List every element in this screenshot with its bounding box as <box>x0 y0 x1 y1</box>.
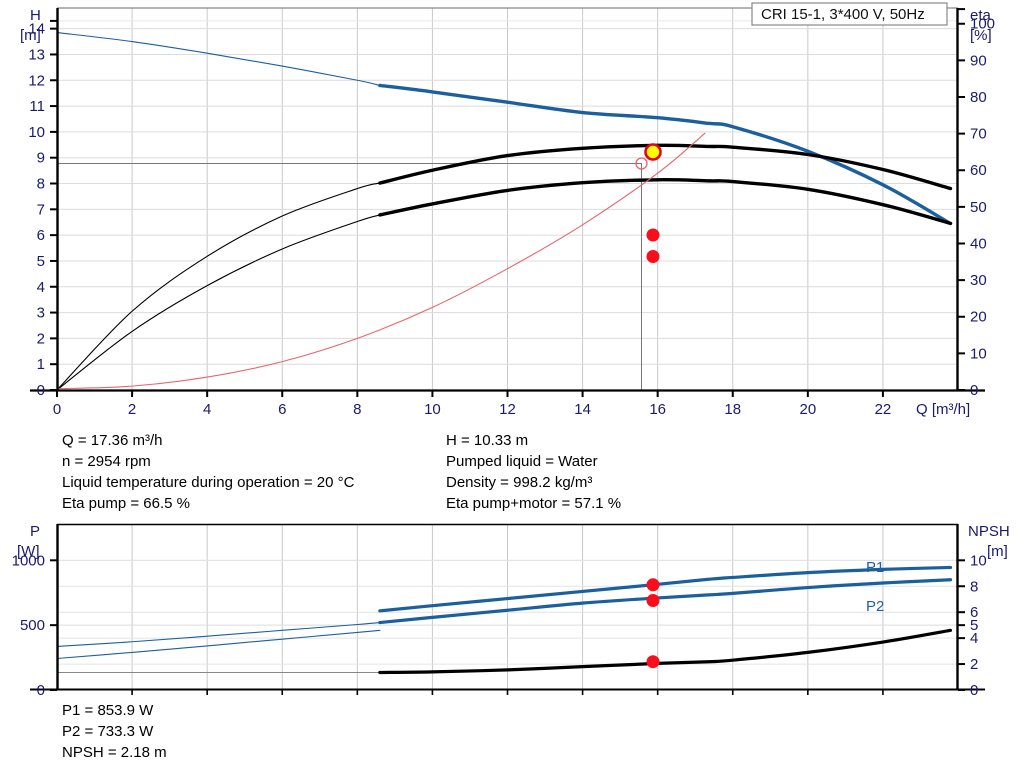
svg-text:18: 18 <box>724 401 741 418</box>
svg-text:70: 70 <box>970 126 987 143</box>
svg-text:500: 500 <box>20 617 45 634</box>
duty-line: Pumped liquid = Water <box>446 453 598 470</box>
svg-text:1: 1 <box>37 356 45 373</box>
bottom-y-right-title-line2: [m] <box>987 543 1008 560</box>
svg-text:8: 8 <box>970 578 978 595</box>
svg-text:60: 60 <box>970 162 987 179</box>
duty-point-right-column: H = 10.33 m Pumped liquid = Water Densit… <box>446 430 621 514</box>
npsh-marker <box>646 655 660 669</box>
top-chart-curves <box>56 31 953 391</box>
svg-text:22: 22 <box>875 401 892 418</box>
svg-text:0: 0 <box>37 382 45 399</box>
svg-text:0: 0 <box>53 401 61 418</box>
svg-text:4: 4 <box>37 279 45 296</box>
svg-text:12: 12 <box>28 72 45 89</box>
svg-text:5: 5 <box>37 253 45 270</box>
bottom-chart-ticks <box>50 559 965 695</box>
svg-text:8: 8 <box>37 176 45 193</box>
svg-text:7: 7 <box>37 201 45 218</box>
svg-text:14: 14 <box>28 21 45 38</box>
svg-text:2: 2 <box>128 401 136 418</box>
top-y-left-title-line2: [m] <box>20 27 41 44</box>
svg-text:0: 0 <box>37 682 45 698</box>
p1-series-label: P1 <box>866 559 884 576</box>
svg-text:10: 10 <box>28 124 45 141</box>
power-npsh-chart: P1 P2 1000 500 0 10 8 654 2 0 P [W] NPSH [m] <box>12 523 1010 698</box>
svg-text:9: 9 <box>37 150 45 167</box>
top-x-axis-title: Q [m³/h] <box>916 401 970 418</box>
svg-text:8: 8 <box>353 401 361 418</box>
svg-text:3: 3 <box>37 305 45 322</box>
duty-line: n = 2954 rpm <box>62 453 151 470</box>
power-point-block: P1 = 853.9 W P2 = 733.3 W NPSH = 2.18 m <box>62 700 167 763</box>
bottom-y-right-title-line1: NPSH <box>968 523 1010 540</box>
model-title-box <box>751 2 948 26</box>
svg-text:10: 10 <box>970 552 987 569</box>
svg-text:40: 40 <box>970 235 987 252</box>
svg-text:0: 0 <box>970 382 978 399</box>
top-y-left-title-line1: H <box>30 7 41 24</box>
model-title: CRI 15-1, 3*400 V, 50Hz <box>761 6 925 23</box>
svg-text:1000: 1000 <box>12 552 45 569</box>
head-efficiency-chart: 1413121110987654321010090807060504030201… <box>20 2 995 418</box>
svg-text:50: 50 <box>970 199 987 216</box>
bottom-chart-curves <box>56 565 953 675</box>
svg-text:20: 20 <box>970 309 987 326</box>
svg-text:6: 6 <box>970 604 978 621</box>
svg-text:30: 30 <box>970 272 987 289</box>
bottom-y-left-title-line1: P <box>30 523 40 540</box>
top-chart-ticks <box>50 8 965 397</box>
svg-text:100: 100 <box>970 16 995 33</box>
duty-line: H = 10.33 m <box>446 432 529 449</box>
svg-text:2: 2 <box>37 330 45 347</box>
duty-point-marker <box>644 143 662 161</box>
svg-text:11: 11 <box>29 98 45 115</box>
svg-text:90: 90 <box>970 52 987 69</box>
svg-text:6: 6 <box>37 227 45 244</box>
p1-marker <box>646 578 660 592</box>
bottom-chart-tick-labels: 1000 500 0 10 8 654 2 0 <box>12 552 987 698</box>
power-line: P2 = 733.3 W <box>62 723 154 740</box>
top-chart-tick-labels: 1413121110987654321010090807060504030201… <box>28 16 995 418</box>
bottom-chart-gridlines <box>57 524 958 690</box>
duty-line: Density = 998.2 kg/m³ <box>446 474 593 491</box>
svg-text:20: 20 <box>799 401 816 418</box>
bottom-y-left-title-line2: [W] <box>17 543 40 560</box>
svg-text:12: 12 <box>499 401 516 418</box>
svg-text:4: 4 <box>203 401 211 418</box>
svg-text:2: 2 <box>970 656 978 673</box>
svg-text:10: 10 <box>970 345 987 362</box>
svg-text:16: 16 <box>649 401 666 418</box>
top-y-right-title-line2: [%] <box>970 27 992 44</box>
eta-pump-motor-marker <box>646 250 660 263</box>
p2-series-label: P2 <box>866 598 884 615</box>
duty-line: Q = 17.36 m³/h <box>62 432 163 449</box>
eta-pump-marker <box>646 228 660 242</box>
svg-text:80: 80 <box>970 89 987 106</box>
svg-text:6: 6 <box>278 401 286 418</box>
power-line: NPSH = 2.18 m <box>62 744 167 761</box>
duty-line: Eta pump = 66.5 % <box>62 495 190 512</box>
duty-line: Eta pump+motor = 57.1 % <box>446 495 622 512</box>
top-y-right-title-line1: eta <box>970 7 992 24</box>
svg-text:5: 5 <box>970 617 978 634</box>
power-line: P1 = 853.9 W <box>62 702 154 719</box>
svg-text:0: 0 <box>970 682 978 698</box>
p2-marker <box>646 594 660 607</box>
svg-text:10: 10 <box>424 401 441 418</box>
svg-text:14: 14 <box>574 401 591 418</box>
duty-line: Liquid temperature during operation = 20… <box>62 474 355 491</box>
svg-text:4: 4 <box>970 630 978 647</box>
system-curve-endpoint-marker <box>635 157 648 170</box>
duty-point-left-column: Q = 17.36 m³/h n = 2954 rpm Liquid tempe… <box>62 430 354 514</box>
svg-text:13: 13 <box>28 46 45 63</box>
